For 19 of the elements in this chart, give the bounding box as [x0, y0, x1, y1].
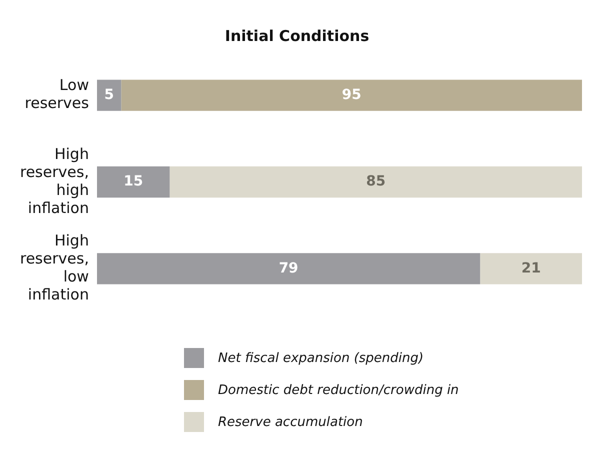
- bar: [96, 253, 480, 284]
- y-tick-label: High reserves, high inflation: [20, 144, 89, 217]
- data-label: 5: [104, 86, 114, 103]
- data-label: 79: [278, 260, 298, 276]
- data-label: 21: [521, 260, 541, 276]
- chart-title: Initial Conditions: [224, 26, 370, 45]
- bar: [480, 253, 582, 284]
- data-label: 95: [342, 86, 362, 103]
- bar: [96, 166, 170, 198]
- bar: [96, 80, 122, 111]
- legend-label: Reserve accumulation: [218, 414, 363, 430]
- data-label: 85: [366, 174, 386, 190]
- data-label: 15: [124, 174, 144, 190]
- y-tick-label: Low reserves: [24, 76, 90, 112]
- legend-label: Net fiscal expansion (spending): [218, 350, 424, 366]
- bar: [170, 166, 582, 198]
- y-tick-label: High reserves, low inflation: [20, 232, 89, 304]
- bar: [121, 80, 582, 111]
- legend-label: Domestic debt reduction/crowding in: [218, 382, 459, 398]
